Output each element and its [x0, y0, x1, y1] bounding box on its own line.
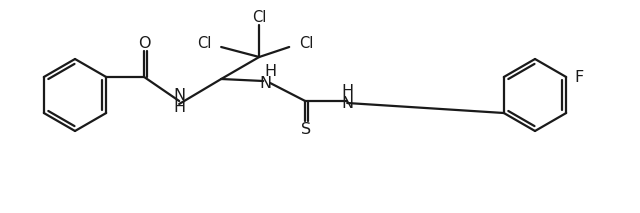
Text: Cl: Cl: [252, 10, 266, 24]
Text: Cl: Cl: [299, 36, 314, 52]
Text: N: N: [259, 75, 271, 91]
Text: H: H: [341, 85, 353, 99]
Text: H: H: [264, 63, 276, 79]
Text: N: N: [341, 95, 353, 111]
Text: O: O: [138, 36, 150, 50]
Text: F: F: [574, 69, 584, 85]
Text: N: N: [173, 88, 185, 104]
Text: S: S: [301, 122, 311, 138]
Text: Cl: Cl: [197, 36, 211, 52]
Text: H: H: [173, 101, 185, 115]
